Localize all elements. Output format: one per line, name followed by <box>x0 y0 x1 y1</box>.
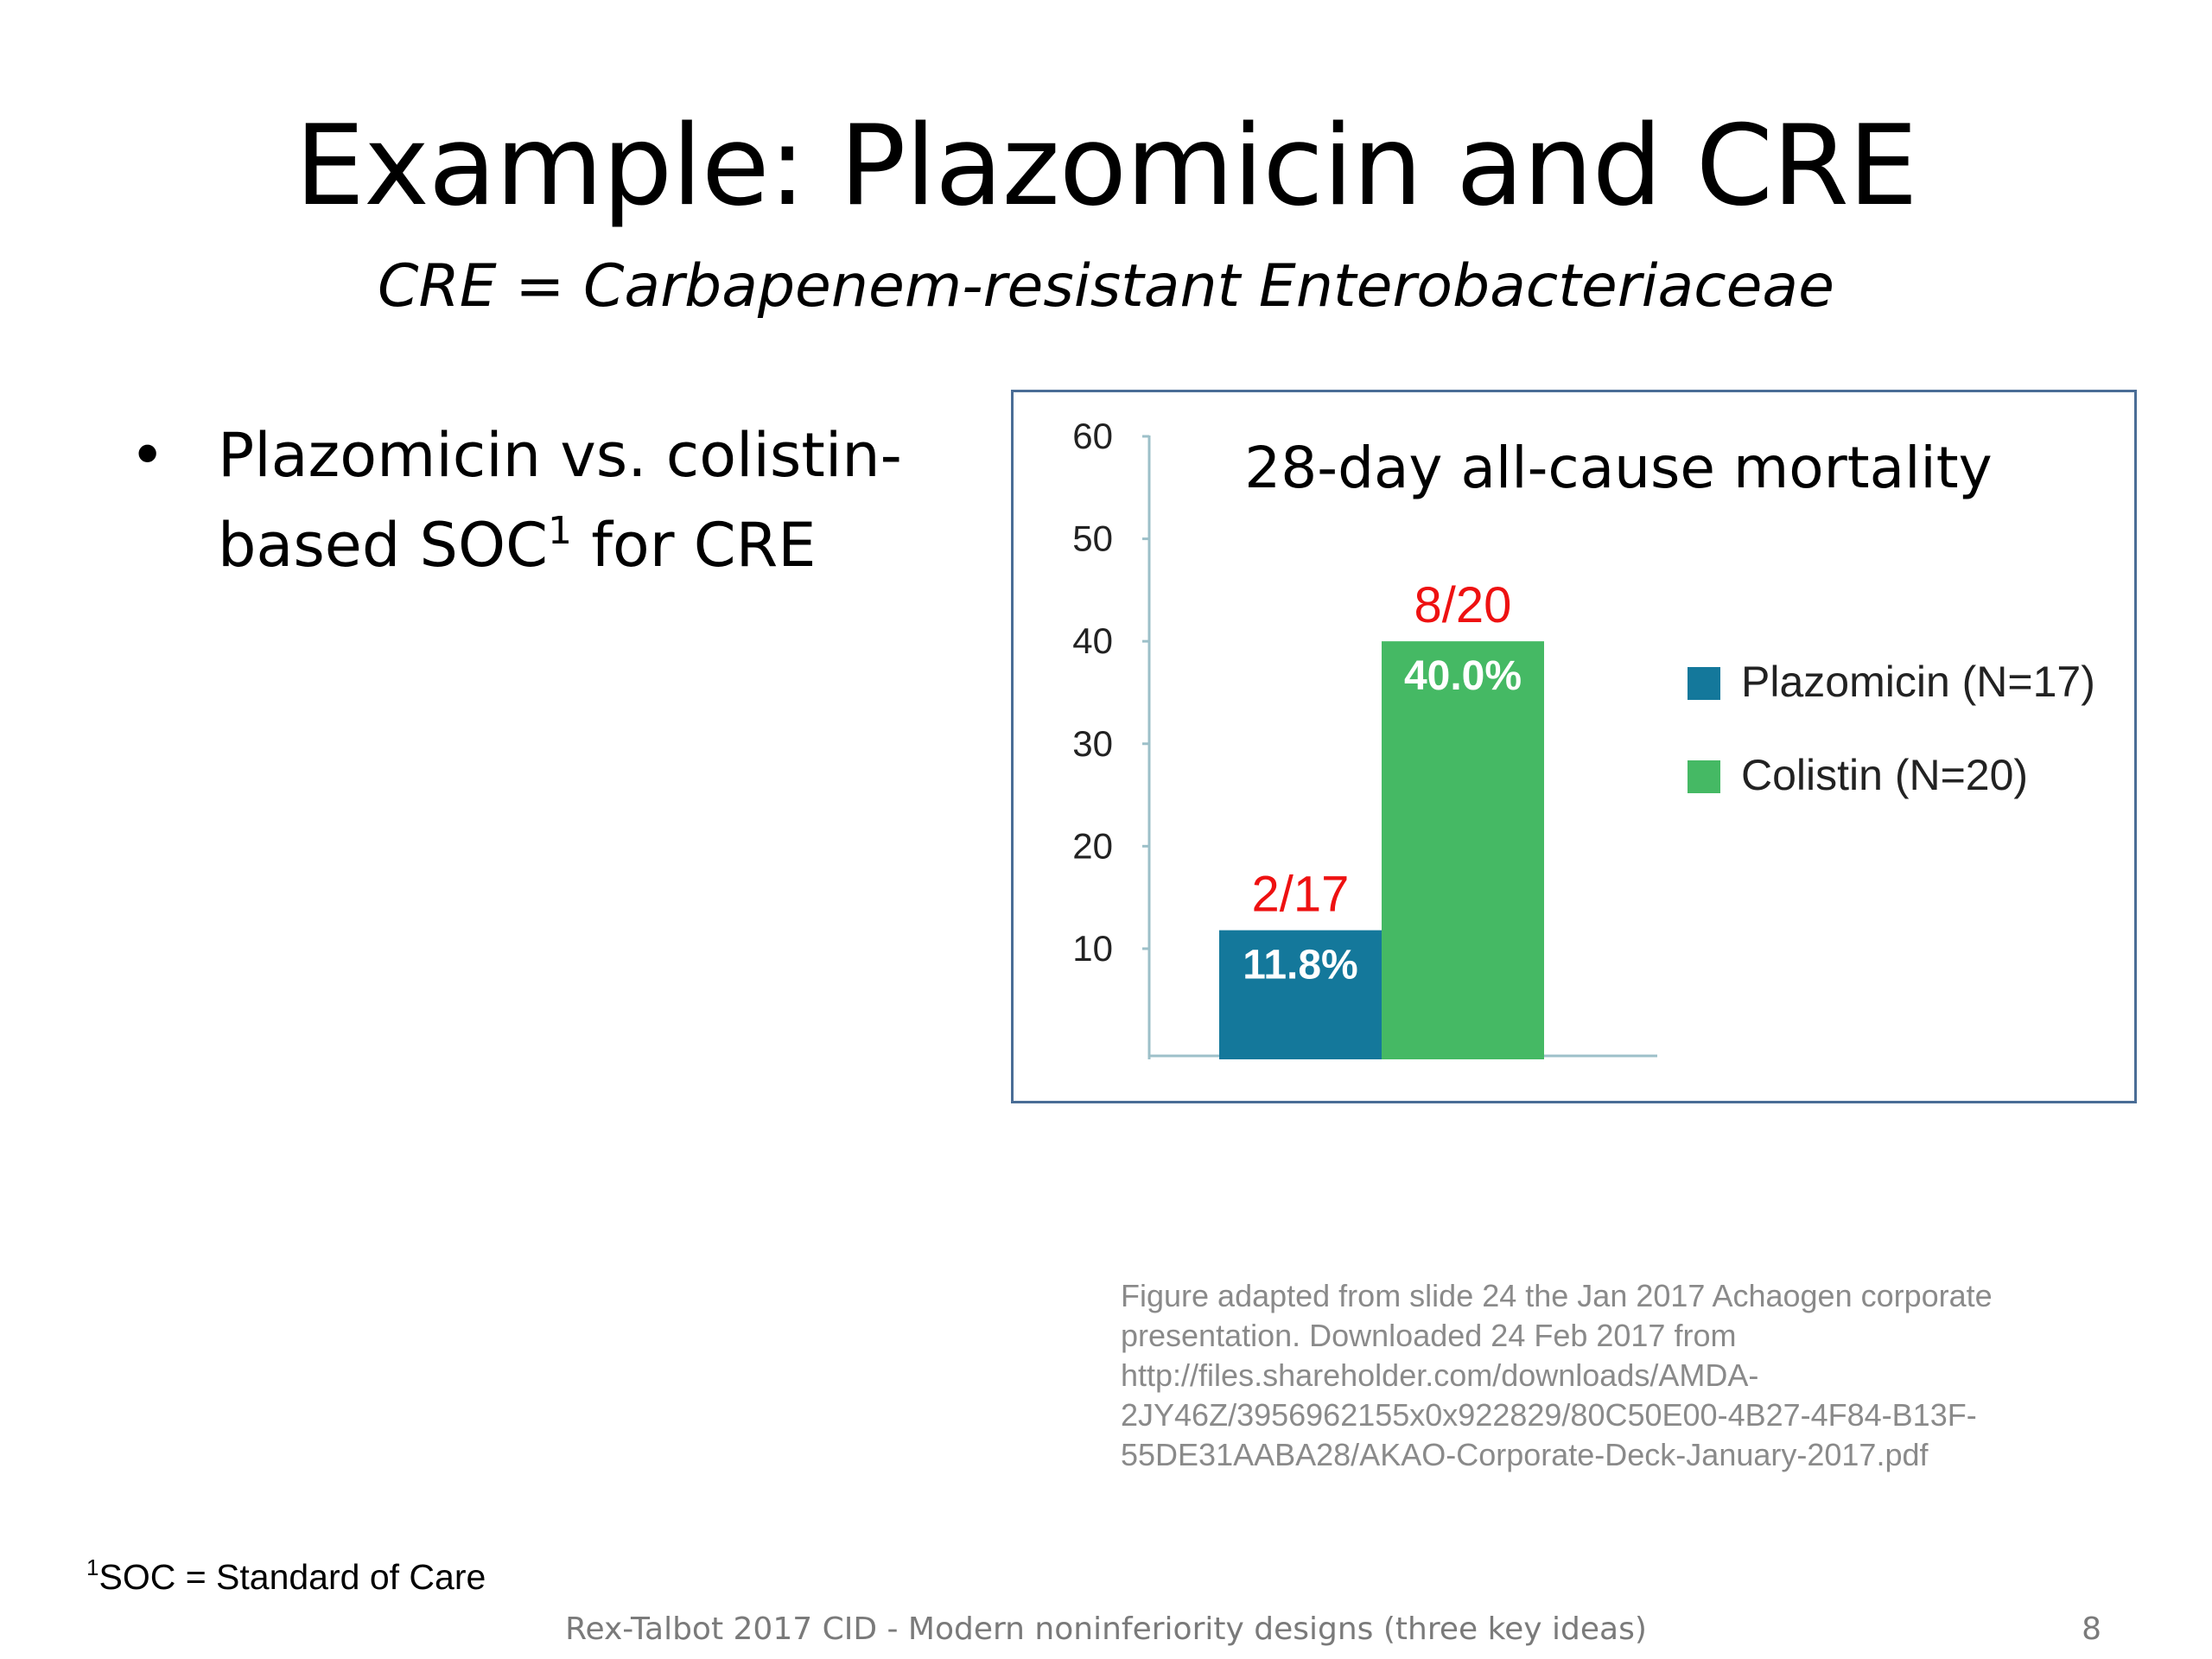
bullet-line-2-start: based SOC <box>218 510 548 581</box>
y-tick-label: 40 <box>1072 620 1113 661</box>
slide-title: Example: Plazomicin and CRE <box>295 102 1918 231</box>
source-note: Figure adapted from slide 24 the Jan 201… <box>1121 1278 1993 1472</box>
page-number: 8 <box>2082 1611 2101 1647</box>
bar-value-label: 11.8% <box>1243 943 1357 988</box>
y-tick-label: 10 <box>1072 928 1113 969</box>
footnote: 1SOC = Standard of Care <box>86 1555 486 1599</box>
footnote-superscript: 1 <box>86 1554 99 1580</box>
bar-fraction-label: 2/17 <box>1252 867 1350 923</box>
bar-value-label: 40.0% <box>1404 653 1522 699</box>
bullet-line-2-end: for CRE <box>571 510 817 581</box>
y-tick-label: 30 <box>1072 723 1113 764</box>
chart-title: 28-day all-cause mortality <box>1244 435 1992 501</box>
chart-frame: 10 20 30 40 50 60 28-day all-cause mortality 11… <box>1011 390 2137 1103</box>
y-tick-label: 20 <box>1072 825 1113 866</box>
legend-label: Plazomicin (N=17) <box>1741 658 2095 706</box>
slide-footer: Rex-Talbot 2017 CID - Modern noninferior… <box>565 1611 1647 1647</box>
footnote-text: SOC = Standard of Care <box>99 1557 486 1597</box>
bullet-symbol: • <box>130 420 166 491</box>
bar-2 <box>1382 641 1544 1059</box>
mortality-bar-chart: 10 20 30 40 50 60 28-day all-cause mortality 11… <box>1072 416 2095 1059</box>
legend-swatch <box>1688 760 1720 793</box>
y-tick-label: 60 <box>1072 416 1113 456</box>
slide-subtitle: CRE = Carbapenem-resistant Enterobacteri… <box>378 252 1834 321</box>
bullet-superscript: 1 <box>547 509 572 553</box>
bullet-line-2: based SOC1 for CRE <box>218 500 961 590</box>
bar-fraction-label: 8/20 <box>1414 577 1512 633</box>
bullet-text: Plazomicin vs. colistin- based SOC1 for … <box>218 410 961 590</box>
bar-1 <box>1219 930 1382 1059</box>
bullet-line-1: Plazomicin vs. colistin- <box>218 420 902 491</box>
legend-label: Colistin (N=20) <box>1741 751 2028 799</box>
y-tick-label: 50 <box>1072 518 1113 559</box>
legend-swatch <box>1688 667 1720 700</box>
